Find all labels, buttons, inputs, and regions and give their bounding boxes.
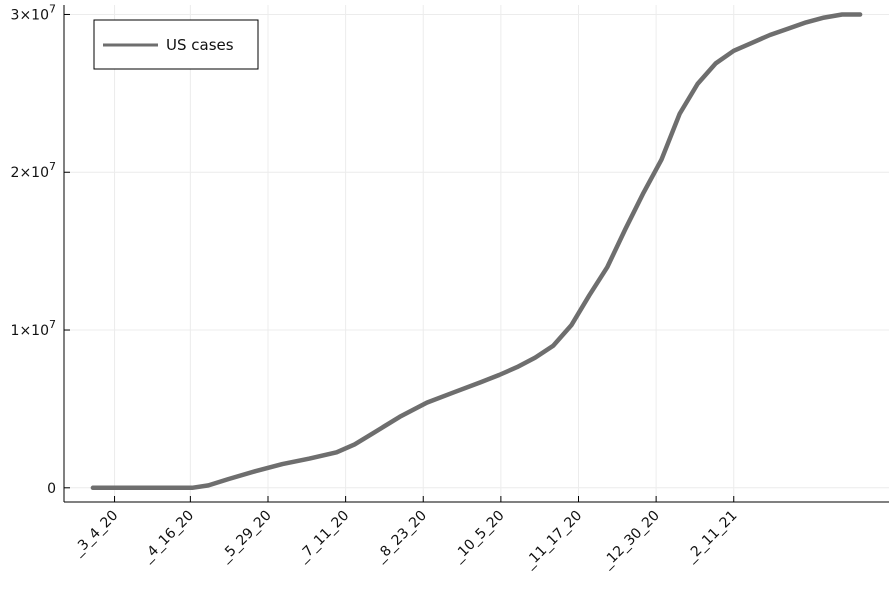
series-line-us-cases (90, 12, 863, 491)
legend: US cases (93, 19, 259, 70)
x-tick-label: _5_29_20 (216, 508, 274, 566)
y-axis-ticks: 0 1×107 2×107 3×107 (11, 2, 70, 497)
x-tick-label: _8_23_20 (372, 508, 430, 566)
grid-lines (64, 5, 889, 502)
y-tick-label: 3×107 (11, 2, 56, 23)
y-tick-label: 1×107 (11, 318, 56, 339)
y-tick-label: 2×107 (11, 160, 56, 181)
x-tick-label: _4_16_20 (139, 508, 197, 566)
x-tick-label: _2_11_21 (682, 508, 740, 566)
x-tick-label: _12_30_20 (598, 508, 663, 573)
legend-label-us-cases: US cases (166, 36, 234, 54)
x-tick-label: _7_11_20 (294, 508, 352, 566)
x-tick-label: _10_5_20 (449, 508, 507, 566)
series-layer (90, 12, 863, 491)
x-tick-label: _3_4_20 (69, 508, 121, 560)
x-axis-ticks: _3_4_20 _4_16_20 _5_29_20 _7_11_20 _8_23_20 _… (69, 496, 741, 573)
x-tick-label: _11_17_20 (521, 508, 586, 573)
y-tick-label: 0 (47, 481, 56, 497)
axes (63, 5, 889, 503)
